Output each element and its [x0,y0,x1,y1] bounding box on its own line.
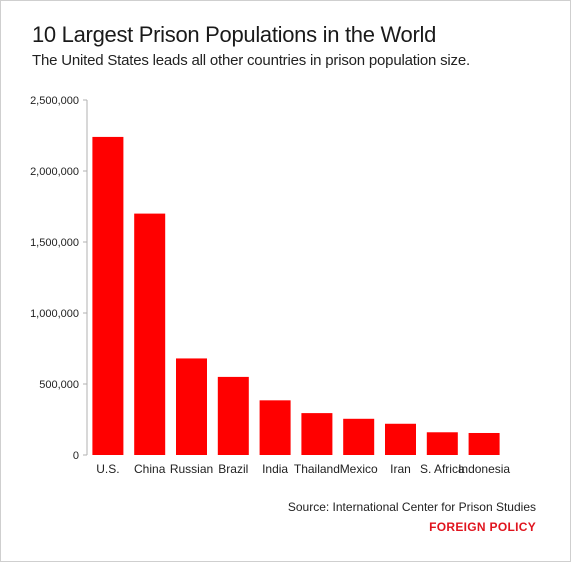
source-note: Source: International Center for Prison … [287,500,536,514]
bar-india [259,400,291,455]
bar-u-s [92,136,124,456]
bar-indonesia [468,432,500,455]
bar-s-africa [426,432,458,455]
x-category-label: S. Africa [420,462,465,476]
y-tick-label: 1,000,000 [30,308,79,320]
x-category-label: Thailand [294,462,340,476]
bars-group [92,136,500,456]
x-category-label: Iran [390,462,411,476]
y-tick-label: 0 [73,450,79,462]
y-tick-label: 2,000,000 [30,166,79,178]
x-category-label: Indonesia [458,462,510,476]
chart-subtitle: The United States leads all other countr… [32,52,470,69]
chart-title: 10 Largest Prison Populations in the Wor… [32,22,437,47]
x-category-label: Russian [170,462,213,476]
y-tick-label: 2,500,000 [30,95,79,107]
x-category-label: China [134,462,166,476]
bar-brazil [217,376,249,455]
x-category-label: Brazil [218,462,248,476]
bar-china [134,213,166,455]
y-tick-label: 500,000 [39,379,79,391]
bar-iran [385,423,416,455]
bar-russian [176,358,207,455]
y-axis: 0 500,000 1,000,000 1,500,000 2,000,000 2,500… [30,95,88,462]
brand-logo: FOREIGN POLICY [429,520,536,534]
bar-mexico [343,418,375,455]
bar-thailand [301,413,333,455]
x-category-label: India [262,462,288,476]
x-axis-labels: U.S. China Russian Brazil India Thailand Mexic… [96,462,510,476]
x-category-label: Mexico [340,462,378,476]
y-tick-label: 1,500,000 [30,237,79,249]
x-category-label: U.S. [96,462,119,476]
